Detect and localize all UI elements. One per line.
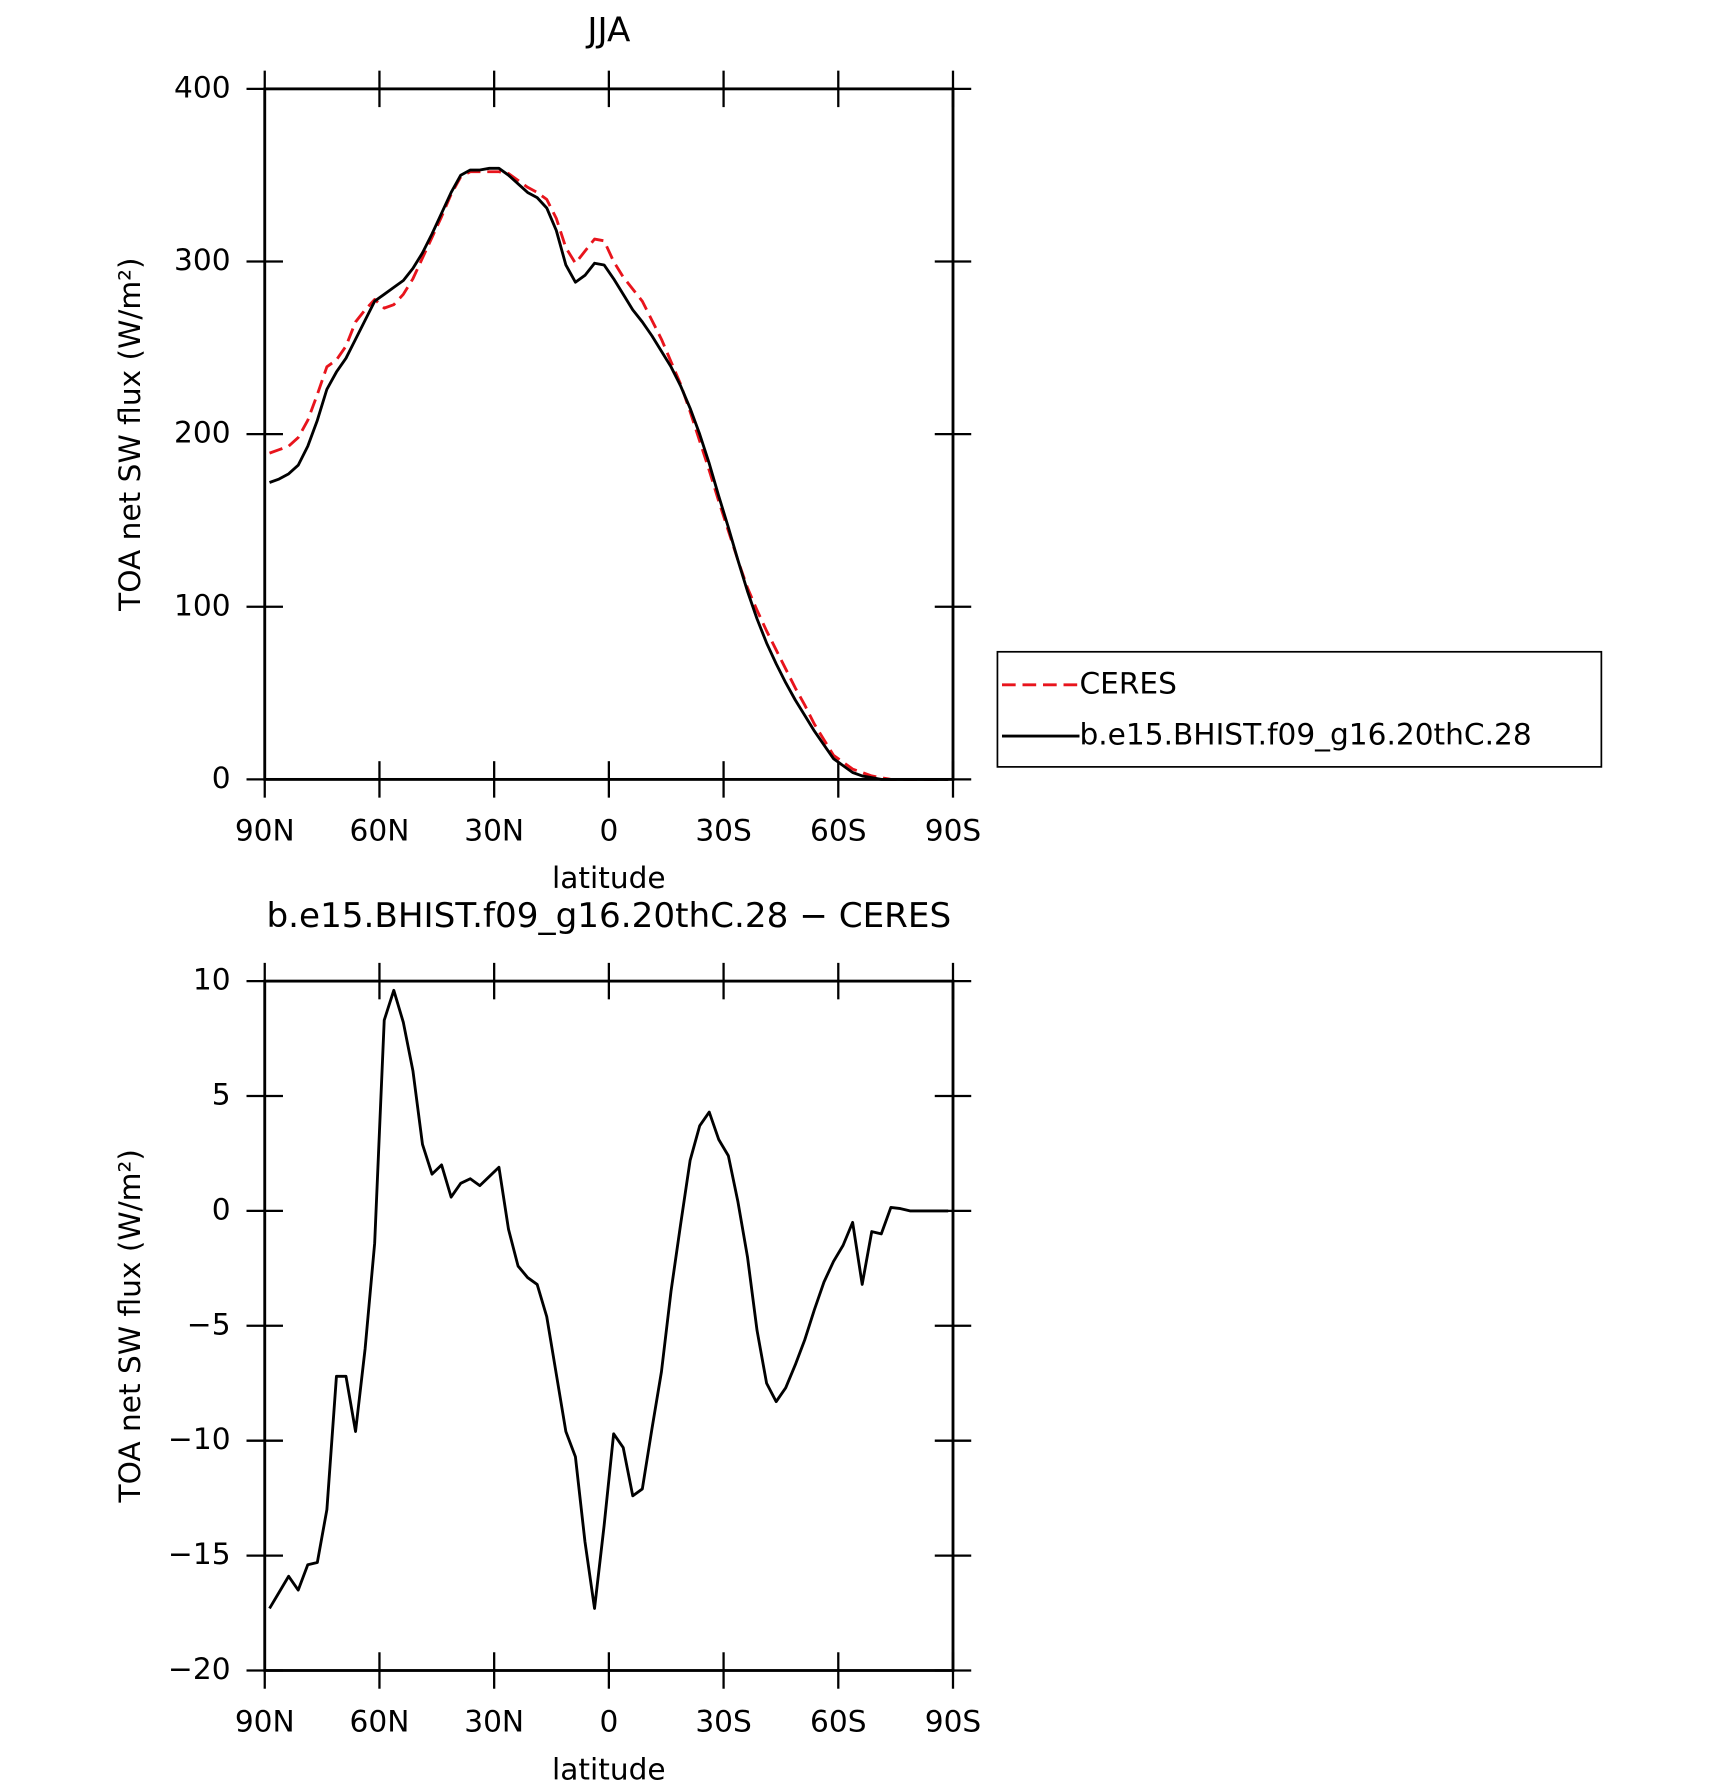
data-line (269, 166, 949, 781)
y-tick-label: −10 (168, 1422, 231, 1456)
x-tick-label: 60N (350, 1704, 410, 1738)
y-axis-label: TOA net SW flux (W/m²) (113, 1149, 147, 1503)
data-line (269, 170, 949, 781)
x-tick-label: 60N (350, 813, 410, 847)
x-tick-label: 30S (695, 813, 751, 847)
x-tick-label: 0 (599, 813, 618, 847)
legend-box (996, 650, 1603, 768)
x-tick-label: 30N (464, 813, 524, 847)
chart-title: JJA (585, 10, 631, 50)
chart-title: b.e15.BHIST.f09_g16.20thC.28 − CERES (267, 896, 952, 936)
x-tick-label: 0 (599, 1704, 618, 1738)
plot-frame (263, 87, 955, 781)
y-tick-label: 400 (174, 70, 231, 104)
x-tick-label: 90S (925, 813, 981, 847)
x-tick-label: 90N (235, 813, 295, 847)
x-tick-label: 60S (810, 813, 866, 847)
data-line (268, 988, 949, 1610)
y-tick-label: 5 (212, 1077, 231, 1111)
x-axis-label: latitude (552, 1752, 666, 1786)
legend: CERES b.e15.BHIST.f09_g16.20thC.28 (996, 650, 1603, 768)
x-tick-label: 60S (810, 1704, 866, 1738)
x-tick-label: 90N (235, 1704, 295, 1738)
x-tick-label: 30N (464, 1704, 524, 1738)
y-tick-label: 100 (174, 588, 231, 622)
y-tick-label: 0 (212, 1192, 231, 1226)
x-axis-label: latitude (552, 861, 666, 895)
y-axis-label: TOA net SW flux (W/m²) (113, 257, 147, 611)
x-tick-label: 90S (925, 1704, 981, 1738)
y-tick-label: 10 (193, 963, 231, 997)
plot-frame (263, 979, 955, 1672)
y-tick-label: 200 (174, 416, 231, 450)
legend-label: CERES (1079, 666, 1176, 700)
y-tick-label: −5 (187, 1307, 231, 1341)
y-tick-label: 300 (174, 243, 231, 277)
y-tick-label: −20 (168, 1652, 231, 1686)
y-tick-label: −15 (168, 1537, 231, 1571)
y-tick-label: 0 (212, 761, 231, 795)
x-tick-label: 30S (695, 1704, 751, 1738)
legend-label: b.e15.BHIST.f09_g16.20thC.28 (1079, 718, 1531, 752)
